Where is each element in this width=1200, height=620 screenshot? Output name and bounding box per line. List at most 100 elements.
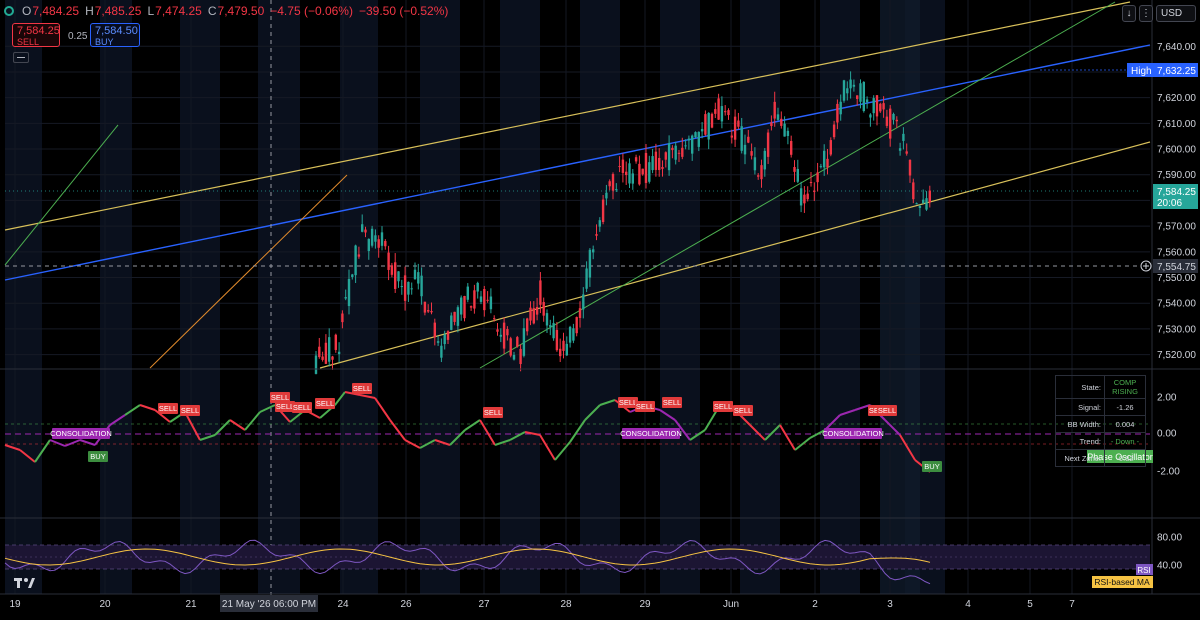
candle-body	[806, 193, 809, 200]
candle-body	[407, 281, 410, 295]
candle-body	[865, 99, 869, 103]
session-bands	[5, 0, 945, 594]
high-tag-label: High	[1131, 66, 1152, 77]
currency-select[interactable]: USD	[1156, 5, 1196, 22]
candle-body	[826, 158, 829, 168]
fan-green-line-2[interactable]	[479, 1, 1116, 369]
candle-body	[559, 348, 562, 357]
more-icon[interactable]: ⋮	[1139, 5, 1153, 22]
osc-table-row: State: COMP RISING	[1055, 375, 1146, 399]
candle-body	[677, 152, 681, 154]
time-tick: 29	[639, 599, 651, 610]
collapse-legend-button[interactable]	[13, 52, 29, 63]
candle-body	[856, 95, 859, 99]
candle-body	[390, 265, 394, 275]
time-tick: 5	[1027, 599, 1033, 610]
candle-body	[902, 133, 905, 141]
high-tag-box	[1127, 63, 1198, 77]
candle-body	[879, 103, 882, 112]
candle-body	[740, 126, 743, 151]
channel-upper-line[interactable]	[4, 1, 1131, 231]
fan-orange-line[interactable]	[149, 174, 348, 369]
sell-signal-label: SELL	[636, 402, 654, 411]
candle-body	[328, 337, 331, 362]
osc-segment	[419, 439, 436, 449]
sell-button[interactable]: 7,584.25 SELL	[12, 23, 60, 47]
candle-body	[823, 150, 826, 168]
candle-body	[872, 98, 875, 114]
candle-body	[658, 157, 661, 171]
osc-tick: 0.00	[1157, 429, 1177, 440]
price-tick: 7,520.00	[1157, 350, 1196, 361]
candle-body	[486, 299, 489, 301]
rsi-line	[4, 539, 931, 585]
candle-body	[648, 162, 651, 182]
candle-body	[397, 271, 400, 282]
candle-body	[496, 329, 499, 332]
price-tick: 7,590.00	[1157, 170, 1196, 181]
candle-body	[314, 355, 318, 374]
session-change: −39.50 (−0.52%)	[358, 4, 449, 18]
add-alert-icon[interactable]	[1140, 260, 1152, 272]
candle-body	[377, 239, 380, 248]
candle-body	[456, 307, 460, 326]
candle-body	[829, 140, 832, 155]
time-tick: 20	[99, 599, 111, 610]
osc-segment	[334, 391, 346, 406]
candle-body	[790, 140, 793, 155]
candle-body	[631, 173, 634, 184]
osc-table-key: BB Width:	[1055, 415, 1105, 433]
candle-body	[793, 167, 796, 172]
sell-signal-label-box	[292, 402, 312, 413]
candle-body	[813, 190, 816, 192]
fan-green-line[interactable]	[4, 124, 119, 266]
rsi-lines	[4, 539, 931, 585]
osc-segment	[809, 429, 826, 439]
session-band	[180, 0, 220, 594]
osc-segment	[19, 449, 36, 463]
tradingview-logo-icon[interactable]	[14, 578, 35, 588]
time-tick: 21	[185, 599, 197, 610]
candle-body	[420, 275, 423, 297]
crosshair-time-label: 21 May '26 06:00 PM	[222, 599, 316, 610]
candle-body	[413, 269, 417, 280]
session-band	[880, 0, 920, 594]
channel-mid-line[interactable]	[4, 44, 1151, 281]
time-axis[interactable]: 19 20 21 24 26 27 28 29 Jun 2 3 4 5 7	[9, 599, 1075, 610]
down-arrow-icon[interactable]: ↓	[1122, 5, 1136, 22]
countdown-timer: 20:06	[1157, 198, 1182, 209]
candle-body	[928, 190, 931, 203]
sell-signal-label-box	[315, 398, 335, 409]
candle-body	[473, 290, 476, 309]
osc-table-value: -0.82	[1104, 449, 1146, 467]
high-value: 7,485.25	[94, 4, 142, 18]
candle-body	[592, 249, 595, 253]
buy-button[interactable]: 7,584.50 BUY	[90, 23, 140, 47]
rsi-axis[interactable]: 80.00 40.00	[1157, 533, 1182, 572]
candle-body	[618, 166, 621, 168]
osc-table-key: Signal:	[1055, 398, 1105, 416]
candle-body	[859, 83, 862, 102]
candle-body	[545, 313, 549, 326]
osc-segment	[404, 439, 421, 449]
candle-body	[908, 159, 912, 176]
oscillator-axis[interactable]: 2.00 0.00 -2.00	[1157, 393, 1180, 478]
osc-segment	[79, 439, 96, 446]
buy-price: 7,584.50	[95, 25, 138, 37]
candle-body	[394, 262, 397, 289]
sell-signal-label: SELL	[484, 408, 502, 417]
osc-segment	[449, 429, 466, 446]
candle-body	[555, 329, 559, 351]
sell-signal-label: SELL	[293, 403, 311, 412]
candle-body	[509, 338, 512, 356]
sell-signal-label: SELL	[619, 398, 637, 407]
candlestick-series[interactable]	[314, 71, 931, 375]
consolidation-label: CONSOLIDATION	[822, 429, 884, 438]
sell-signal-label-box	[618, 397, 638, 408]
osc-segment	[599, 399, 616, 406]
phase-oscillator-line	[4, 391, 931, 473]
candle-body	[549, 325, 552, 327]
osc-table-row: Signal: -1.26	[1055, 398, 1146, 416]
